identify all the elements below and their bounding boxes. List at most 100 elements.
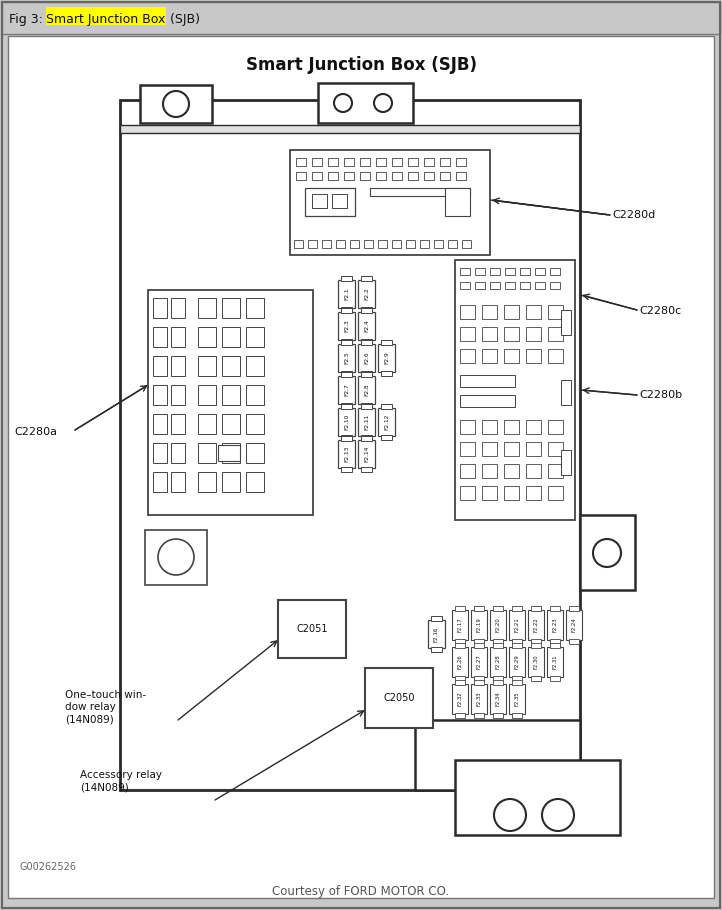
- Text: F2.31: F2.31: [552, 654, 557, 670]
- Bar: [246, 356, 264, 376]
- Bar: [305, 188, 355, 216]
- Bar: [482, 327, 497, 341]
- Bar: [171, 385, 185, 405]
- Text: F2.4: F2.4: [364, 319, 369, 332]
- Bar: [526, 442, 541, 456]
- Bar: [361, 371, 372, 376]
- Text: F2.29: F2.29: [515, 654, 520, 670]
- Bar: [153, 472, 167, 492]
- Bar: [358, 312, 375, 340]
- Bar: [145, 530, 207, 585]
- Bar: [531, 606, 541, 611]
- Bar: [361, 340, 372, 345]
- Bar: [341, 308, 352, 313]
- Bar: [455, 260, 575, 520]
- Bar: [474, 643, 484, 648]
- Bar: [341, 276, 352, 281]
- Bar: [246, 472, 264, 492]
- Bar: [361, 435, 372, 440]
- Bar: [338, 312, 355, 340]
- Bar: [370, 188, 470, 196]
- Circle shape: [593, 539, 621, 567]
- Bar: [504, 486, 519, 500]
- Bar: [531, 676, 541, 681]
- Bar: [471, 610, 487, 640]
- Text: C2050: C2050: [383, 693, 414, 703]
- Bar: [341, 435, 352, 440]
- Text: C2280b: C2280b: [639, 390, 682, 400]
- Bar: [341, 403, 352, 408]
- Bar: [153, 414, 167, 434]
- Bar: [526, 327, 541, 341]
- Bar: [460, 464, 475, 478]
- Bar: [198, 414, 216, 434]
- Bar: [509, 684, 525, 714]
- Bar: [452, 647, 468, 677]
- Bar: [381, 404, 392, 409]
- Bar: [341, 372, 352, 377]
- Bar: [431, 647, 442, 652]
- Bar: [361, 436, 372, 441]
- Bar: [471, 684, 487, 714]
- Circle shape: [334, 94, 352, 112]
- Bar: [493, 680, 503, 685]
- Bar: [381, 340, 392, 345]
- Bar: [344, 172, 354, 180]
- Bar: [482, 464, 497, 478]
- Bar: [415, 720, 580, 790]
- Bar: [358, 280, 375, 308]
- Bar: [312, 172, 322, 180]
- Circle shape: [158, 539, 194, 575]
- Bar: [361, 276, 372, 281]
- Bar: [475, 282, 485, 289]
- Bar: [328, 158, 338, 166]
- Bar: [361, 339, 372, 344]
- Bar: [504, 305, 519, 319]
- Bar: [153, 443, 167, 463]
- Bar: [198, 443, 216, 463]
- Text: F2.16: F2.16: [434, 626, 439, 642]
- Bar: [171, 443, 185, 463]
- Bar: [420, 240, 429, 248]
- Bar: [548, 327, 563, 341]
- Bar: [341, 307, 352, 312]
- Bar: [456, 172, 466, 180]
- Bar: [424, 158, 434, 166]
- Bar: [120, 100, 580, 790]
- Circle shape: [494, 799, 526, 831]
- Bar: [504, 464, 519, 478]
- Bar: [493, 676, 503, 681]
- Bar: [561, 450, 571, 475]
- Bar: [482, 486, 497, 500]
- Bar: [561, 380, 571, 405]
- Bar: [547, 610, 563, 640]
- Bar: [312, 194, 327, 208]
- Bar: [222, 472, 240, 492]
- Bar: [474, 606, 484, 611]
- Bar: [431, 616, 442, 621]
- Bar: [218, 445, 240, 461]
- Bar: [424, 172, 434, 180]
- Bar: [550, 606, 560, 611]
- Text: C2280d: C2280d: [612, 210, 656, 220]
- Bar: [531, 639, 541, 644]
- Text: F2.30: F2.30: [534, 654, 539, 670]
- Bar: [318, 83, 413, 123]
- Bar: [509, 647, 525, 677]
- Bar: [336, 240, 345, 248]
- Bar: [460, 327, 475, 341]
- Bar: [505, 268, 515, 275]
- Bar: [378, 240, 387, 248]
- Bar: [46, 7, 166, 25]
- Bar: [520, 282, 530, 289]
- Bar: [392, 172, 402, 180]
- Bar: [548, 486, 563, 500]
- Text: F2.26: F2.26: [458, 654, 463, 670]
- Bar: [358, 440, 375, 468]
- Bar: [378, 344, 395, 372]
- Bar: [171, 414, 185, 434]
- Text: Fig 3:: Fig 3:: [9, 14, 47, 26]
- Bar: [360, 158, 370, 166]
- Bar: [482, 349, 497, 363]
- Bar: [222, 327, 240, 347]
